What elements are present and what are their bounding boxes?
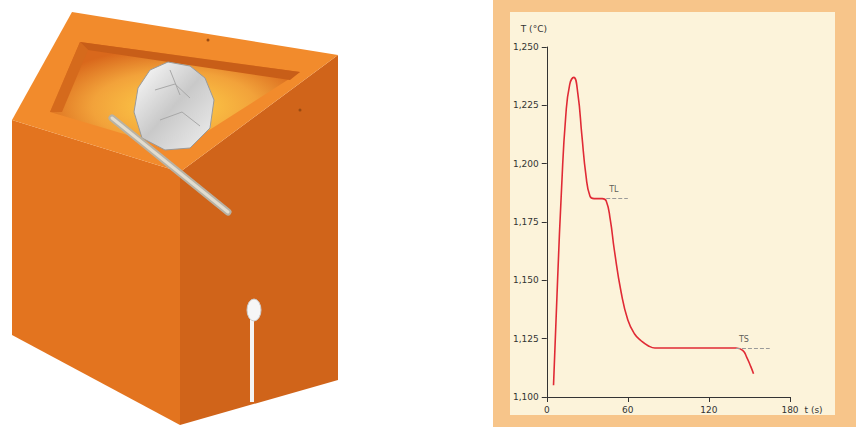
svg-text:1,125: 1,125: [513, 334, 539, 344]
svg-text:T (°C): T (°C): [520, 24, 547, 34]
svg-text:t (s): t (s): [804, 405, 822, 415]
svg-text:120: 120: [700, 405, 717, 415]
svg-text:1,150: 1,150: [513, 275, 539, 285]
svg-text:1,200: 1,200: [513, 159, 539, 169]
svg-text:TS: TS: [738, 335, 749, 344]
svg-text:1,250: 1,250: [513, 42, 539, 52]
svg-text:60: 60: [622, 405, 634, 415]
svg-text:1,175: 1,175: [513, 217, 539, 227]
svg-text:0: 0: [544, 405, 550, 415]
svg-text:1,100: 1,100: [513, 392, 539, 402]
svg-text:1,225: 1,225: [513, 100, 539, 110]
svg-text:TL: TL: [608, 185, 619, 194]
svg-text:180: 180: [781, 405, 798, 415]
